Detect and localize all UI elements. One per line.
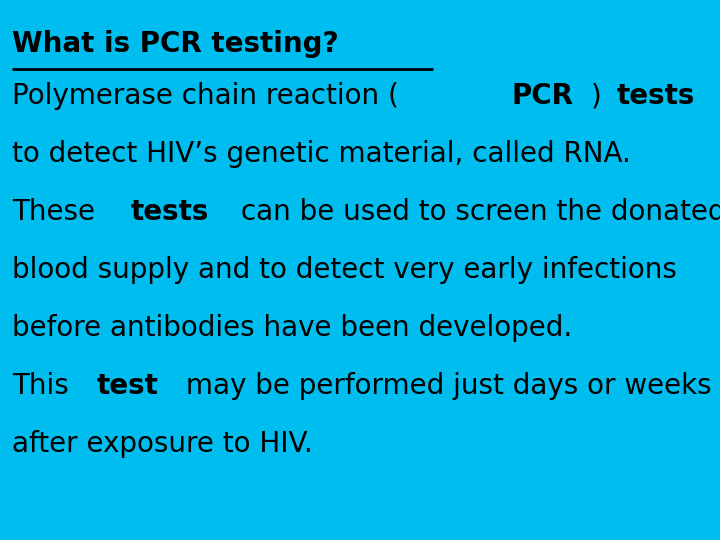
- Text: may be performed just days or weeks: may be performed just days or weeks: [176, 372, 711, 400]
- Text: tests: tests: [130, 198, 209, 226]
- Text: This: This: [12, 372, 78, 400]
- Text: What is PCR testing?: What is PCR testing?: [12, 30, 338, 58]
- Text: test: test: [96, 372, 158, 400]
- Text: These: These: [12, 198, 104, 226]
- Text: can be used to screen the donated: can be used to screen the donated: [232, 198, 720, 226]
- Text: to detect HIV’s genetic material, called RNA.: to detect HIV’s genetic material, called…: [12, 140, 631, 168]
- Text: ): ): [591, 82, 611, 110]
- Text: blood supply and to detect very early infections: blood supply and to detect very early in…: [12, 256, 677, 284]
- Text: after exposure to HIV.: after exposure to HIV.: [12, 430, 312, 458]
- Text: Polymerase chain reaction (: Polymerase chain reaction (: [12, 82, 399, 110]
- Text: PCR: PCR: [511, 82, 573, 110]
- Text: are used: are used: [718, 82, 720, 110]
- Text: tests: tests: [616, 82, 695, 110]
- Text: before antibodies have been developed.: before antibodies have been developed.: [12, 314, 572, 342]
